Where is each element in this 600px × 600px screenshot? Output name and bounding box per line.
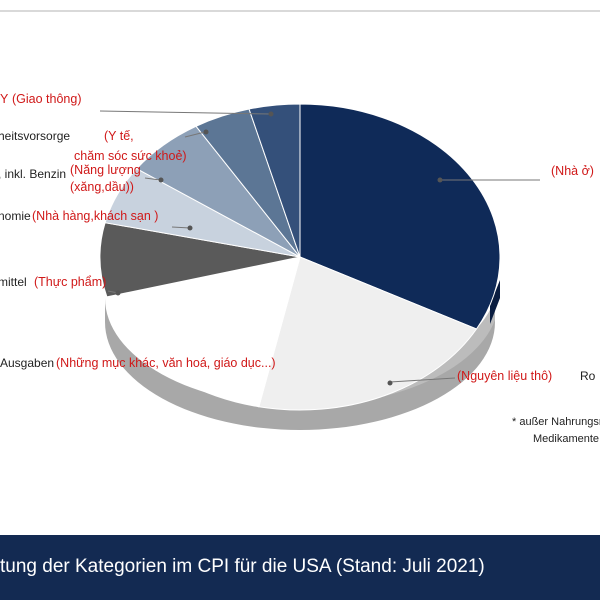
label-y-te-de: heitsvorsorge (0, 129, 70, 143)
top-divider (0, 10, 600, 12)
label-nang-luong-line2: (xăng,dầu)) (70, 180, 134, 194)
label-nha-hang-de: nomie (0, 209, 31, 223)
label-nha-hang: (Nhà hàng,khách sạn ) (32, 209, 158, 223)
label-y-te-line1: (Y tế, (104, 129, 134, 143)
label-nguyen-lieu: (Nguyên liệu thô) (457, 369, 552, 383)
leader-dot-nha-hang (187, 225, 193, 231)
label-y-te: (Y tế, chăm sóc sức khoẻ) (74, 129, 187, 163)
leader-line-nguyen-lieu (389, 377, 456, 383)
footnote-line2: Medikamente (533, 433, 599, 445)
label-thuc-pham: (Thực phẩm) (34, 275, 106, 289)
leader-dot-thuc-pham (115, 290, 121, 296)
leader-dot-nguyen-lieu (387, 380, 393, 386)
label-nang-luong: (Năng lượng (xăng,dầu)) (70, 163, 144, 194)
label-y-te-line2: chăm sóc sức khoẻ) (74, 149, 187, 163)
label-giao-thong: (Giao thông) (12, 92, 81, 106)
leader-dot-giao-thong (268, 111, 274, 117)
leader-line-nang-luong (144, 177, 161, 181)
label-nang-luong-de: , inkl. Benzin (0, 167, 66, 181)
label-nha-o: (Nhà ở) (551, 164, 594, 178)
pie-slice-nhung-muc-khac (106, 256, 301, 408)
label-giao-thong-marker: Y (0, 92, 9, 106)
pie-side-navy (490, 280, 500, 324)
pie-slice-nguyen-lieu (258, 256, 478, 411)
label-thuc-pham-de: mittel (0, 275, 27, 289)
leader-line-nha-hang (171, 226, 191, 229)
label-nhung-muc-khac: (Những mục khác, văn hoá, giáo dục...) (56, 356, 276, 370)
pie-side-base (105, 298, 495, 430)
leader-line-y-te (184, 131, 206, 138)
leader-dot-nang-luong (158, 177, 164, 183)
pie-slice-nha-o (299, 103, 501, 330)
leader-dot-y-te (203, 129, 209, 135)
leader-line-giao-thong (99, 110, 271, 115)
pie-slice-giao-thong (248, 103, 301, 258)
label-nang-luong-line1: (Năng lượng (70, 163, 141, 177)
chart-title: tung der Kategorien im CPI für die USA (… (0, 556, 485, 577)
leader-dot-nha-o (437, 177, 443, 183)
label-nguyen-lieu-de: Ro (580, 369, 596, 383)
footer-bar: tung der Kategorien im CPI für die USA (… (0, 535, 600, 600)
pie-slice-thuc-pham (99, 222, 301, 298)
footnote-line1: * außer Nahrungsm (512, 416, 600, 428)
label-nhung-muc-khac-de: Ausgaben (0, 356, 54, 370)
pie-chart: Y (Giao thông) heitsvorsorge (Y tế, chăm… (0, 92, 600, 445)
